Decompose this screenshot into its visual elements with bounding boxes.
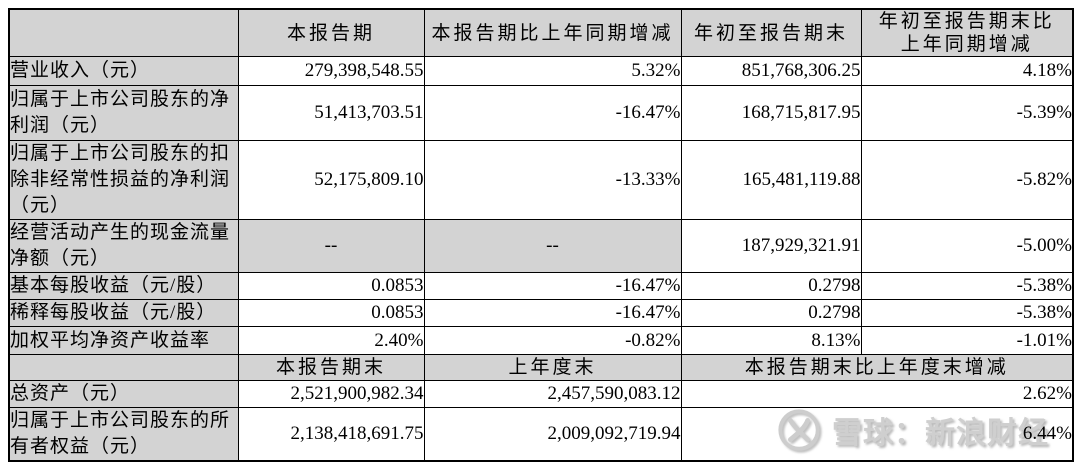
cell-value: 851,768,306.25 [680,56,862,86]
cell-value: 0.0853 [237,272,425,300]
cell-value: 187,929,321.91 [680,219,862,273]
table-subheader-row: 本报告期末 上年度末 本报告期末比上年度末增减 [8,354,1074,381]
row-label: 归属于上市公司股东的扣除非经常性损益的净利润（元） [8,140,239,220]
cell-value: 6.44% [680,407,1074,462]
table-row-operating-cash-flow: 经营活动产生的现金流量净额（元） -- -- 187,929,321.91 -5… [8,219,1074,273]
table-row-weighted-avg-roe: 加权平均净资产收益率 2.40% -0.82% 8.13% -1.01% [8,326,1074,355]
cell-value: 2,521,900,982.34 [237,380,425,408]
cell-value: -1.01% [860,326,1074,355]
subheader-empty-cell [8,354,239,381]
cell-value: 165,481,119.88 [680,140,862,220]
cell-value: 8.13% [680,326,862,355]
cell-value: 2,457,590,083.12 [423,380,682,408]
cell-value: 168,715,817.95 [680,85,862,141]
header-empty-cell [8,8,239,57]
cell-value: 0.2798 [680,272,862,300]
row-label: 归属于上市公司股东的所有者权益（元） [8,407,239,462]
financial-summary-table: 本报告期 本报告期比上年同期增减 年初至报告期末 年初至报告期末比 上年同期增减… [8,8,1074,462]
cell-value-dash: -- [423,219,682,273]
cell-value: -13.33% [423,140,682,220]
subheader-period-end: 本报告期末 [237,354,425,381]
cell-value: -16.47% [423,299,682,327]
cell-value: -16.47% [423,272,682,300]
cell-value: -5.38% [860,299,1074,327]
header-ytd: 年初至报告期末 [680,8,862,57]
row-label: 总资产（元） [8,380,239,408]
cell-value: 0.0853 [237,299,425,327]
cell-value: -0.82% [423,326,682,355]
cell-value: 2,138,418,691.75 [237,407,425,462]
subheader-prev-year-end: 上年度末 [423,354,682,381]
row-label: 经营活动产生的现金流量净额（元） [8,219,239,273]
cell-value: -5.38% [860,272,1074,300]
cell-value: -5.82% [860,140,1074,220]
table-row-revenue: 营业收入（元） 279,398,548.55 5.32% 851,768,306… [8,56,1074,86]
cell-value: 51,413,703.51 [237,85,425,141]
table-row-diluted-eps: 稀释每股收益（元/股） 0.0853 -16.47% 0.2798 -5.38% [8,299,1074,327]
header-ytd-yoy-change: 年初至报告期末比 上年同期增减 [860,8,1074,57]
cell-value: 5.32% [423,56,682,86]
header-current-period: 本报告期 [237,8,425,57]
header-ytd-yoy-line2: 上年同期增减 [900,34,1033,55]
cell-value: 2,009,092,719.94 [423,407,682,462]
cell-value: 4.18% [860,56,1074,86]
table-row-total-assets: 总资产（元） 2,521,900,982.34 2,457,590,083.12… [8,380,1074,408]
cell-value: 2.40% [237,326,425,355]
table-header-row: 本报告期 本报告期比上年同期增减 年初至报告期末 年初至报告期末比 上年同期增减 [8,8,1074,57]
table-row-deducted-net-profit: 归属于上市公司股东的扣除非经常性损益的净利润（元） 52,175,809.10 … [8,140,1074,220]
cell-value: 0.2798 [680,299,862,327]
subheader-period-end-change: 本报告期末比上年度末增减 [680,354,1074,381]
table-row-net-profit: 归属于上市公司股东的净利润（元） 51,413,703.51 -16.47% 1… [8,85,1074,141]
row-label: 基本每股收益（元/股） [8,272,239,300]
header-ytd-yoy-line1: 年初至报告期末比 [878,11,1055,32]
row-label: 归属于上市公司股东的净利润（元） [8,85,239,141]
cell-value: 279,398,548.55 [237,56,425,86]
row-label: 营业收入（元） [8,56,239,86]
row-label: 加权平均净资产收益率 [8,326,239,355]
cell-value: 2.62% [680,380,1074,408]
cell-value: 52,175,809.10 [237,140,425,220]
cell-value: -16.47% [423,85,682,141]
cell-value: -5.00% [860,219,1074,273]
table-row-owners-equity: 归属于上市公司股东的所有者权益（元） 2,138,418,691.75 2,00… [8,407,1074,462]
table-row-basic-eps: 基本每股收益（元/股） 0.0853 -16.47% 0.2798 -5.38% [8,272,1074,300]
cell-value-dash: -- [237,219,425,273]
cell-value: -5.39% [860,85,1074,141]
row-label: 稀释每股收益（元/股） [8,299,239,327]
header-period-yoy-change: 本报告期比上年同期增减 [423,8,682,57]
